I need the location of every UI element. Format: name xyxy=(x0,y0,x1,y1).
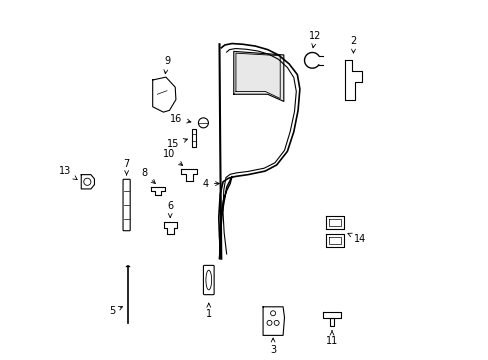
FancyBboxPatch shape xyxy=(203,265,214,295)
Text: 16: 16 xyxy=(170,113,190,123)
Text: 10: 10 xyxy=(162,149,183,166)
FancyBboxPatch shape xyxy=(123,179,130,231)
Text: 6: 6 xyxy=(167,201,173,217)
Polygon shape xyxy=(344,60,362,100)
Ellipse shape xyxy=(205,270,211,290)
Polygon shape xyxy=(151,187,165,195)
Text: 3: 3 xyxy=(269,338,276,355)
Text: 1: 1 xyxy=(205,303,211,319)
Text: 8: 8 xyxy=(141,168,155,184)
Text: 15: 15 xyxy=(167,139,187,149)
Polygon shape xyxy=(325,234,343,247)
Text: 13: 13 xyxy=(59,166,77,180)
Text: 5: 5 xyxy=(109,306,122,316)
Polygon shape xyxy=(163,222,176,234)
Text: 14: 14 xyxy=(347,233,366,244)
Text: 2: 2 xyxy=(349,36,356,53)
Text: 7: 7 xyxy=(123,159,129,175)
Circle shape xyxy=(83,178,91,185)
Circle shape xyxy=(198,118,208,128)
Polygon shape xyxy=(323,312,340,318)
Polygon shape xyxy=(81,175,94,189)
Bar xyxy=(191,129,196,147)
Polygon shape xyxy=(181,168,197,181)
Circle shape xyxy=(274,320,279,325)
Circle shape xyxy=(270,311,275,316)
Polygon shape xyxy=(329,318,333,327)
Circle shape xyxy=(266,320,271,325)
Polygon shape xyxy=(325,216,343,229)
Text: 11: 11 xyxy=(325,330,338,346)
Polygon shape xyxy=(152,77,176,112)
Polygon shape xyxy=(263,307,284,336)
Text: 12: 12 xyxy=(308,31,321,48)
Polygon shape xyxy=(233,51,283,102)
Text: 9: 9 xyxy=(163,57,170,74)
Text: 4: 4 xyxy=(202,179,219,189)
